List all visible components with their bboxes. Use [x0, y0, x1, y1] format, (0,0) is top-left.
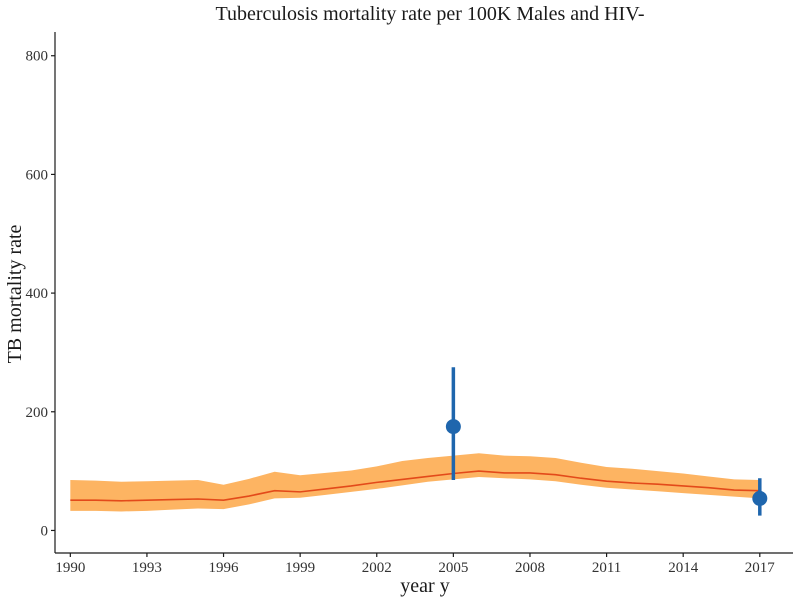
x-tick-label-2002: 2002 — [362, 560, 392, 576]
y-tick-label-400: 400 — [26, 286, 49, 302]
uncertainty-band — [70, 453, 760, 512]
x-tick-label-2017: 2017 — [745, 560, 776, 576]
x-tick-label-2005: 2005 — [438, 560, 468, 576]
x-tick-label-2011: 2011 — [592, 560, 621, 576]
x-tick-label-1993: 1993 — [132, 560, 162, 576]
y-tick-label-200: 200 — [26, 405, 49, 421]
data-point-2017 — [752, 490, 768, 506]
y-tick-label-600: 600 — [26, 167, 49, 183]
x-tick-label-1990: 1990 — [55, 560, 85, 576]
x-tick-label-1999: 1999 — [285, 560, 315, 576]
estimate-line — [70, 470, 760, 502]
x-tick-label-2008: 2008 — [515, 560, 545, 576]
plot-area — [70, 367, 768, 516]
data-point-2005 — [445, 419, 461, 435]
axes: 0 200 400 600 800 1990 1993 1996 1999 2002 2005 200… — [26, 32, 793, 576]
chart-title: Tuberculosis mortality rate per 100K Mal… — [215, 3, 644, 25]
y-tick-label-0: 0 — [41, 523, 49, 539]
x-axis-title: year y — [400, 575, 449, 597]
y-axis-title: TB mortality rate — [4, 224, 26, 363]
x-tick-label-2014: 2014 — [668, 560, 699, 576]
y-tick-label-800: 800 — [26, 49, 49, 65]
x-tick-label-1996: 1996 — [209, 560, 240, 576]
